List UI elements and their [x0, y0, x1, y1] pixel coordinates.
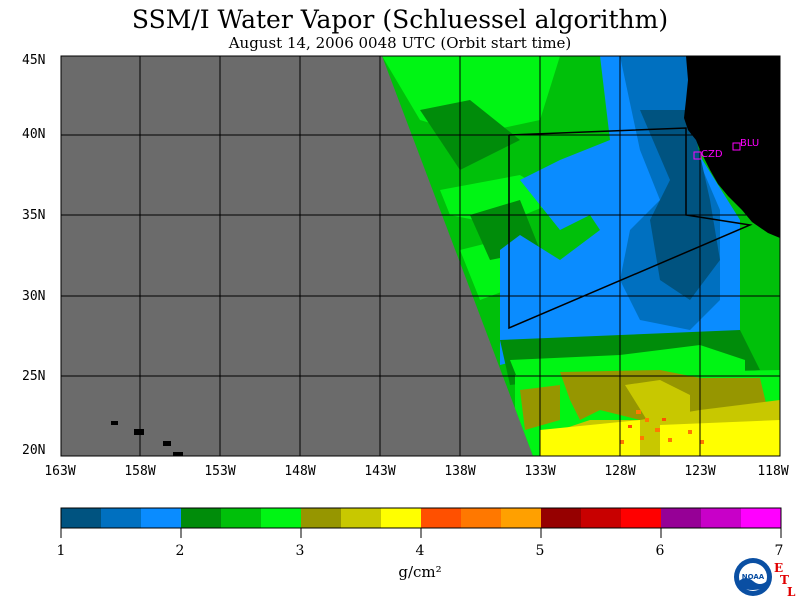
- colorbar-swatch: [541, 508, 582, 528]
- station-blu[interactable]: BLU: [732, 138, 759, 151]
- noaa-logo: NOAA: [734, 558, 772, 596]
- map-border: [60, 55, 781, 457]
- colorbar-tick-6: 6: [655, 543, 665, 559]
- graticule: [61, 56, 780, 456]
- lon-label-138w: 138W: [444, 464, 476, 479]
- colorbar-units: g/cm²: [398, 563, 442, 581]
- colorbar-swatch: [221, 508, 262, 528]
- etl-logo: E T L: [774, 561, 796, 599]
- map-subtitle: August 14, 2006 0048 UTC (Orbit start ti…: [228, 34, 572, 52]
- lat-label-20n: 20N: [22, 443, 46, 458]
- colorbar-swatch: [181, 508, 222, 528]
- colorbar-swatch: [741, 508, 782, 528]
- colorbar-swatch: [661, 508, 702, 528]
- station-label-blu: BLU: [740, 138, 759, 149]
- station-czd[interactable]: CZD: [693, 149, 723, 160]
- colorbar-tick-3: 3: [295, 543, 305, 559]
- lon-label-123w: 123W: [684, 464, 716, 479]
- colorbar-swatch: [381, 508, 422, 528]
- lon-label-153w: 153W: [204, 464, 236, 479]
- colorbar-swatch: [701, 508, 742, 528]
- colorbar-swatch: [501, 508, 542, 528]
- lon-label-158w: 158W: [124, 464, 156, 479]
- lon-label-133w: 133W: [524, 464, 556, 479]
- colorbar-tick-4: 4: [415, 543, 425, 559]
- colorbar-tick-7: 7: [774, 543, 784, 559]
- lat-label-45n: 45N: [22, 53, 46, 68]
- colorbar: [60, 508, 782, 538]
- colorbar-tick-2: 2: [175, 543, 185, 559]
- colorbar-swatch: [421, 508, 462, 528]
- colorbar-swatch: [301, 508, 342, 528]
- lon-label-163w: 163W: [44, 464, 76, 479]
- colorbar-swatch: [101, 508, 142, 528]
- lon-label-143w: 143W: [364, 464, 396, 479]
- map-title: SSM/I Water Vapor (Schluessel algorithm): [131, 5, 669, 34]
- colorbar-border: [60, 507, 782, 529]
- svg-text:NOAA: NOAA: [742, 573, 765, 581]
- colorbar-swatch: [461, 508, 502, 528]
- colorbar-swatch: [61, 508, 102, 528]
- colorbar-swatch: [581, 508, 622, 528]
- land-area: [684, 56, 780, 238]
- lat-label-40n: 40N: [22, 127, 46, 142]
- lat-label-35n: 35N: [22, 208, 46, 223]
- colorbar-swatch: [341, 508, 382, 528]
- colorbar-tick-1: 1: [56, 543, 66, 559]
- lon-label-128w: 128W: [604, 464, 636, 479]
- lon-label-148w: 148W: [284, 464, 316, 479]
- colorbar-swatch: [261, 508, 302, 528]
- lat-label-25n: 25N: [22, 369, 46, 384]
- hawaiian-islands: [111, 421, 183, 456]
- station-label-czd: CZD: [701, 149, 723, 160]
- colorbar-tick-5: 5: [535, 543, 545, 559]
- colorbar-swatch: [621, 508, 662, 528]
- lon-label-118w: 118W: [757, 464, 789, 479]
- colorbar-swatch: [141, 508, 182, 528]
- lat-label-30n: 30N: [22, 289, 46, 304]
